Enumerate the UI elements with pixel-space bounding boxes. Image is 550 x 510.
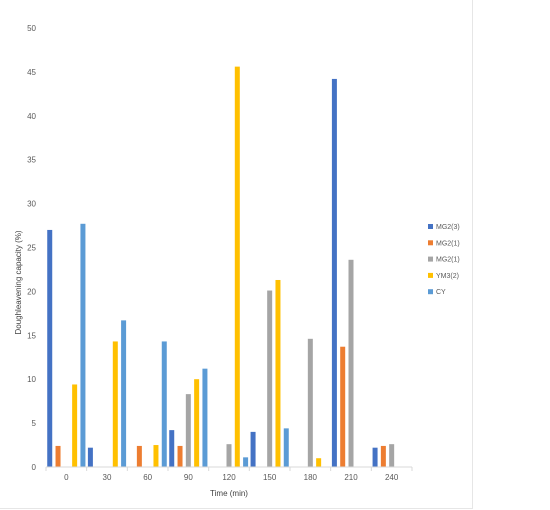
y-axis-label: Doughleavening capacity (%) (14, 230, 23, 334)
legend-label: CY (436, 289, 446, 296)
bar (340, 346, 346, 467)
x-tick-label: 180 (304, 473, 318, 482)
x-axis-label: Time (min) (210, 489, 248, 498)
bar (348, 259, 354, 467)
bar (177, 445, 183, 467)
bar (243, 457, 249, 467)
y-tick-label: 10 (27, 375, 36, 384)
bar (80, 223, 86, 467)
bar (185, 394, 191, 467)
legend-swatch (428, 256, 433, 262)
bar (380, 445, 386, 467)
y-tick-label: 25 (27, 244, 36, 253)
y-tick-label: 0 (32, 463, 37, 472)
bar (389, 444, 395, 467)
bar (283, 428, 289, 467)
x-axis-ticks: 0 30 60 90 120 150 180 210 240 (45, 467, 413, 482)
bar (194, 379, 200, 467)
y-tick-label: 30 (27, 200, 36, 209)
bar (250, 431, 256, 467)
legend-swatch (428, 224, 433, 229)
x-tick-label: 30 (103, 473, 112, 482)
legend-swatch (428, 289, 433, 295)
bar (331, 78, 337, 467)
x-tick-label: 210 (344, 473, 358, 482)
legend-label: MG2(3) (436, 224, 460, 231)
bar (112, 341, 118, 467)
bar (161, 341, 167, 467)
bar (136, 445, 142, 467)
x-tick-label: 240 (385, 473, 399, 482)
bar (121, 320, 127, 467)
y-tick-label: 50 (27, 24, 36, 33)
x-tick-label: 60 (143, 473, 152, 482)
legend-label: MG2(1) (436, 257, 460, 264)
bar (47, 229, 53, 467)
x-tick-label: 0 (64, 473, 69, 482)
x-tick-label: 150 (263, 473, 277, 482)
x-tick-label: 120 (222, 473, 236, 482)
y-tick-label: 35 (27, 156, 36, 165)
x-tick-label: 90 (184, 473, 193, 482)
bar (153, 445, 159, 467)
bar (275, 279, 281, 467)
bar (169, 430, 175, 467)
y-tick-label: 15 (27, 331, 36, 340)
bar (202, 368, 208, 467)
legend: MG2(3) MG2(1) MG2(1) YM3(2) CY (428, 224, 460, 296)
bars (47, 66, 395, 467)
legend-label: MG2(1) (436, 240, 460, 247)
bar (87, 447, 93, 467)
bar (316, 458, 322, 467)
bar (226, 444, 232, 467)
y-tick-label: 40 (27, 112, 36, 121)
legend-label: YM3(2) (436, 273, 459, 280)
legend-swatch (428, 272, 433, 278)
bar (55, 445, 61, 467)
bar (372, 447, 378, 467)
y-tick-label: 5 (32, 419, 37, 428)
bar (234, 66, 240, 467)
y-tick-label: 45 (27, 68, 36, 77)
bar (267, 290, 273, 467)
bar (72, 384, 78, 467)
chart-frame (0, 0, 473, 509)
legend-swatch (428, 240, 433, 246)
bar (307, 338, 313, 467)
y-tick-label: 20 (27, 287, 36, 296)
y-axis-ticks: 0 5 10 15 20 25 30 35 40 45 50 (27, 24, 36, 472)
